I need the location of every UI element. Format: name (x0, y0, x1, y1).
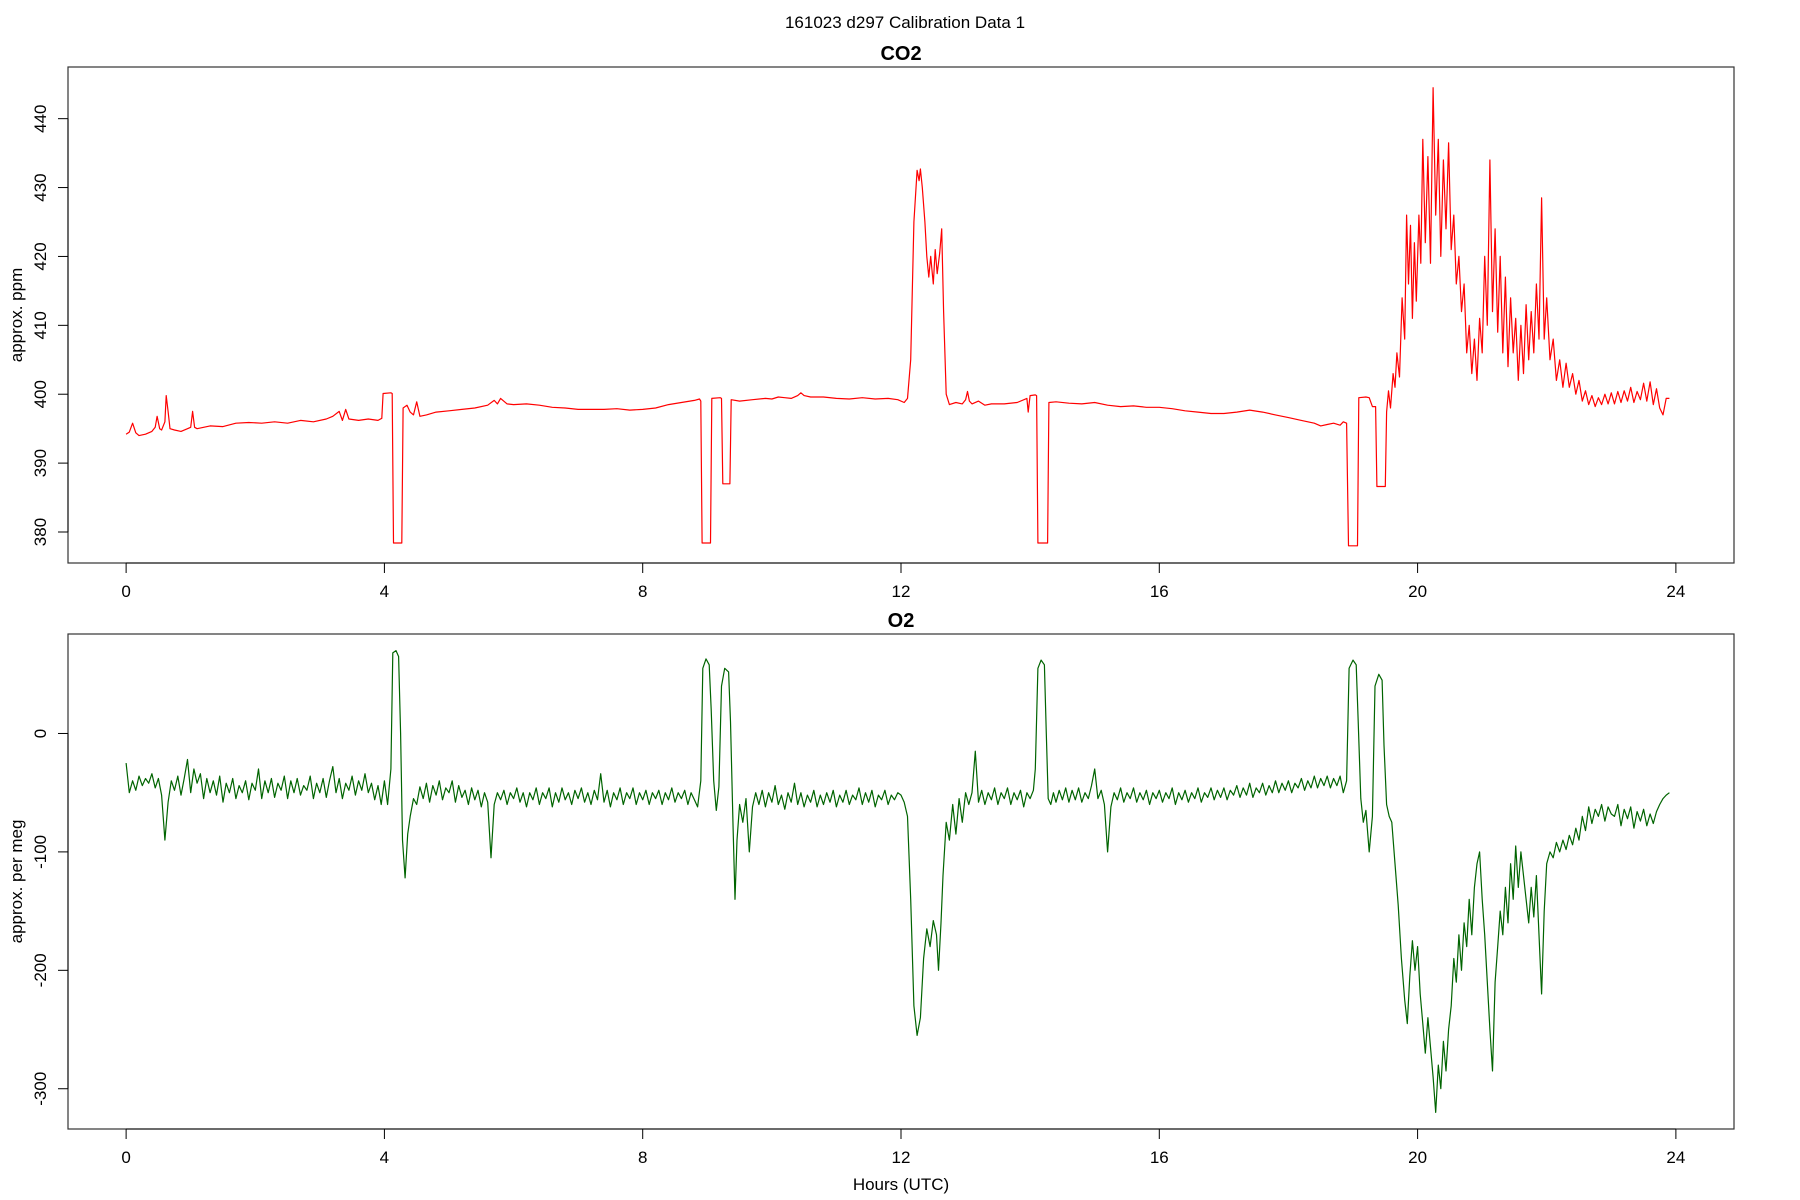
o2-y-tick-label: -200 (31, 953, 50, 987)
o2-x-tick-label: 16 (1150, 1148, 1169, 1167)
co2-plot-frame (67, 66, 1735, 564)
co2-x-tick-label: 12 (892, 582, 911, 601)
co2-ylabel: approx. ppm (7, 268, 26, 363)
o2-x-tick-label: 20 (1408, 1148, 1427, 1167)
co2-series-line (125, 87, 1670, 547)
co2-x-tick-label: 4 (380, 582, 389, 601)
o2-xlabel: Hours (UTC) (853, 1175, 949, 1194)
o2-y-tick-label: -100 (31, 835, 50, 869)
co2-x-tick-label: 16 (1150, 582, 1169, 601)
o2-y-tick-label: -300 (31, 1072, 50, 1106)
co2-y-tick-label: 440 (31, 104, 50, 132)
o2-x-tick-label: 24 (1666, 1148, 1685, 1167)
o2-series-line (125, 650, 1670, 1113)
co2-x-tick-label: 20 (1408, 582, 1427, 601)
co2-y-tick-label: 390 (31, 449, 50, 477)
o2-x-tick-label: 8 (638, 1148, 647, 1167)
o2-y-tick-label: 0 (31, 729, 50, 738)
o2-panel: O2 approx. per meg Hours (UTC) 0 4 8 12 16 20 24 -… (7, 610, 1735, 1194)
co2-y-tick-label: 430 (31, 173, 50, 201)
co2-y-tick-label: 410 (31, 311, 50, 339)
co2-x-tick-label: 0 (121, 582, 130, 601)
o2-x-tick-label: 4 (380, 1148, 389, 1167)
co2-x-tick-label: 24 (1666, 582, 1685, 601)
co2-y-tick-label: 380 (31, 518, 50, 546)
co2-y-tick-label: 420 (31, 242, 50, 270)
co2-panel: CO2 approx. ppm 0 4 8 12 16 20 24 380 390 400 410 420… (7, 43, 1735, 601)
figure-title: 161023 d297 Calibration Data 1 (785, 13, 1025, 32)
o2-x-tick-label: 12 (892, 1148, 911, 1167)
o2-x-tick-label: 0 (121, 1148, 130, 1167)
o2-title: O2 (888, 610, 915, 632)
o2-plot-frame (67, 633, 1735, 1130)
o2-ylabel: approx. per meg (7, 820, 26, 944)
co2-y-tick-label: 400 (31, 380, 50, 408)
co2-x-tick-label: 8 (638, 582, 647, 601)
co2-title: CO2 (880, 43, 921, 65)
